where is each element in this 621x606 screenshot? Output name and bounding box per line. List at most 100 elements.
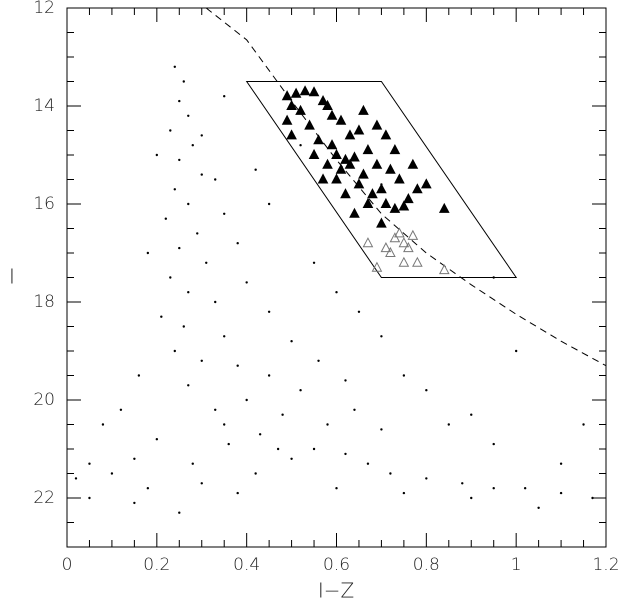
open-triangle bbox=[438, 264, 450, 275]
star-point bbox=[101, 423, 105, 426]
star-point bbox=[223, 423, 226, 426]
star-point bbox=[312, 447, 316, 451]
y-tick-label: 14 bbox=[33, 96, 55, 116]
star-point bbox=[335, 291, 338, 294]
star-point bbox=[447, 423, 450, 426]
filled-triangle bbox=[362, 197, 374, 208]
star-point bbox=[299, 389, 302, 392]
star-point bbox=[402, 374, 406, 377]
star-point bbox=[182, 325, 185, 328]
star-point bbox=[169, 129, 172, 132]
star-point bbox=[169, 276, 172, 279]
filled-triangle bbox=[353, 124, 365, 135]
star-point bbox=[214, 300, 217, 304]
filled-triangle bbox=[290, 87, 302, 98]
open-triangle bbox=[362, 237, 374, 248]
filled-triangle bbox=[295, 104, 306, 115]
filled-triangle bbox=[335, 163, 347, 174]
filled-triangle bbox=[313, 134, 324, 145]
star-point bbox=[523, 487, 527, 490]
filled-triangle bbox=[376, 183, 387, 194]
filled-triangle bbox=[331, 148, 342, 159]
star-point bbox=[492, 442, 495, 446]
open-triangle bbox=[398, 237, 410, 248]
star-point bbox=[196, 232, 199, 235]
star-point bbox=[214, 408, 217, 411]
star-point bbox=[582, 423, 585, 426]
star-point bbox=[200, 134, 203, 137]
star-point bbox=[281, 413, 284, 416]
star-point bbox=[214, 178, 217, 181]
star-point bbox=[200, 359, 203, 362]
star-point bbox=[245, 281, 248, 284]
star-point bbox=[119, 408, 123, 411]
filled-triangle bbox=[358, 168, 369, 179]
y-tick-label: 18 bbox=[33, 292, 55, 312]
x-axis-label: I−Z bbox=[318, 579, 354, 603]
star-point bbox=[559, 491, 563, 495]
star-point bbox=[254, 472, 257, 475]
filled-triangle bbox=[403, 193, 414, 204]
star-point bbox=[178, 246, 181, 250]
star-point bbox=[299, 144, 302, 147]
star-point bbox=[267, 202, 271, 206]
dashed-line bbox=[205, 7, 607, 367]
star-point bbox=[173, 188, 176, 191]
star-point bbox=[245, 398, 248, 402]
open-triangle bbox=[371, 261, 383, 272]
star-point bbox=[200, 482, 203, 485]
filled-triangle bbox=[380, 129, 392, 140]
star-point bbox=[267, 310, 271, 313]
open-triangle bbox=[389, 232, 401, 243]
y-axis-label: I bbox=[9, 265, 15, 289]
filled-triangle bbox=[438, 202, 450, 213]
x-tick-label: 0.8 bbox=[413, 555, 440, 575]
filled-triangle bbox=[398, 200, 410, 211]
filled-triangle bbox=[353, 178, 365, 189]
star-point bbox=[366, 462, 370, 465]
star-point bbox=[187, 291, 190, 294]
x-tick-label: 0.4 bbox=[233, 555, 260, 575]
x-tick-label: 0 bbox=[62, 555, 73, 575]
filled-triangle bbox=[340, 153, 351, 164]
filled-triangle bbox=[331, 173, 342, 184]
filled-triangle bbox=[304, 119, 315, 130]
star-point bbox=[74, 477, 78, 480]
y-tick-label: 16 bbox=[33, 194, 55, 214]
filled-triangle bbox=[380, 197, 392, 208]
star-point bbox=[236, 242, 239, 245]
star-point bbox=[380, 335, 383, 338]
filled-triangle bbox=[412, 183, 423, 194]
open-triangle bbox=[394, 227, 405, 238]
star-point bbox=[335, 487, 338, 490]
star-point bbox=[155, 438, 159, 441]
star-point bbox=[492, 487, 495, 490]
filled-triangle bbox=[344, 129, 356, 140]
star-point bbox=[133, 457, 136, 460]
star-point bbox=[236, 364, 239, 367]
star-point bbox=[492, 276, 495, 279]
open-triangle bbox=[412, 256, 423, 267]
star-point bbox=[223, 95, 226, 98]
filled-triangle bbox=[421, 178, 432, 189]
star-point bbox=[254, 168, 257, 171]
filled-triangle bbox=[281, 114, 293, 125]
filled-triangle bbox=[326, 109, 338, 120]
star-point bbox=[537, 506, 540, 509]
filled-triangle bbox=[385, 163, 396, 174]
star-point bbox=[146, 487, 150, 490]
star-point bbox=[267, 374, 271, 377]
filled-triangle bbox=[367, 188, 378, 199]
star-point bbox=[223, 212, 226, 215]
star-point bbox=[236, 491, 239, 495]
star-point bbox=[344, 452, 347, 456]
star-point bbox=[312, 261, 316, 264]
open-triangle bbox=[385, 246, 396, 257]
filled-triangle bbox=[322, 158, 333, 169]
star-point bbox=[290, 340, 293, 343]
star-point bbox=[205, 261, 208, 264]
plot-frame bbox=[66, 7, 607, 548]
star-point bbox=[514, 349, 518, 353]
star-point bbox=[290, 457, 293, 460]
